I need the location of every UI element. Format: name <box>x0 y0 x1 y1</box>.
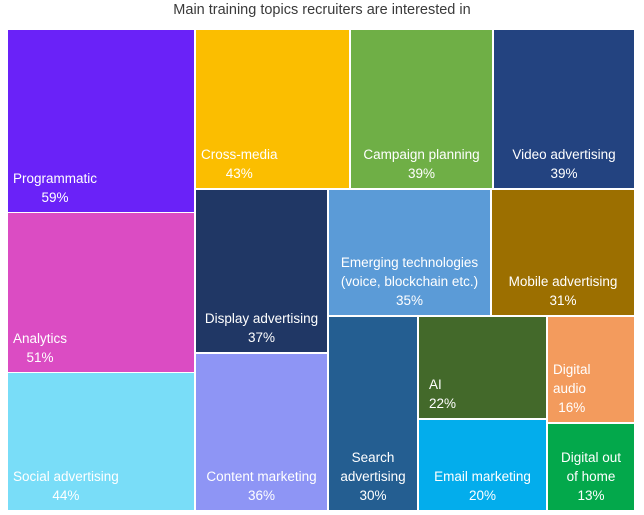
tile-label: Search advertising <box>340 450 406 484</box>
treemap-tile: Display advertising 37% <box>196 190 327 352</box>
tile-label: Digital audio <box>553 362 591 396</box>
tile-value: 20% <box>468 488 497 503</box>
treemap-tile: Programmatic 59% <box>8 30 194 212</box>
tile-label: Mobile advertising <box>508 274 618 289</box>
tile-label-group: Analytics 51% <box>13 329 67 367</box>
tile-value: 13% <box>577 488 605 503</box>
tile-value: 51% <box>26 350 54 365</box>
tile-label: Cross-media <box>201 147 278 162</box>
treemap-tile: AI 22% <box>419 317 546 418</box>
tile-value: 35% <box>395 293 424 308</box>
treemap-tile: Digital audio 16% <box>548 317 634 422</box>
treemap-tile: Email marketing 20% <box>419 420 546 510</box>
tile-label: Emerging technologies (voice, blockchain… <box>340 255 479 289</box>
tile-label: AI <box>429 377 442 392</box>
treemap-tile: Analytics 51% <box>8 213 194 372</box>
treemap-tile: Emerging technologies (voice, blockchain… <box>329 190 490 315</box>
tile-value: 37% <box>247 330 276 345</box>
tile-value: 22% <box>429 396 457 411</box>
tile-value: 39% <box>550 166 578 181</box>
tile-label: Email marketing <box>434 469 531 484</box>
tile-label-group: Cross-media 43% <box>201 145 278 183</box>
treemap-tile: Mobile advertising 31% <box>492 190 634 315</box>
tile-label-group: Digital audio 16% <box>553 360 591 417</box>
treemap-tile: Video advertising 39% <box>494 30 634 188</box>
tile-value: 43% <box>225 166 253 181</box>
tile-label-group: AI 22% <box>429 375 456 413</box>
tile-value: 36% <box>247 488 276 503</box>
tile-value: 30% <box>359 488 387 503</box>
treemap-tile: Cross-media 43% <box>196 30 349 188</box>
tile-label-group: Social advertising 44% <box>13 467 119 505</box>
tile-label: Video advertising <box>512 147 616 162</box>
tile-value: 16% <box>558 400 586 415</box>
tile-value: 39% <box>407 166 436 181</box>
treemap-tile: Campaign planning 39% <box>351 30 492 188</box>
tile-label: Social advertising <box>13 469 119 484</box>
chart-title: Main training topics recruiters are inte… <box>173 2 471 18</box>
treemap-tile: Social advertising 44% <box>8 373 194 510</box>
tile-label: Analytics <box>13 331 68 346</box>
tile-value: 31% <box>549 293 577 308</box>
treemap-tile: Search advertising 30% <box>329 317 417 510</box>
tile-label: Content marketing <box>206 469 317 484</box>
tile-label-group: Programmatic 59% <box>13 169 97 207</box>
tile-value: 59% <box>41 190 69 205</box>
tile-label: Digital out of home <box>560 450 622 484</box>
tile-label: Display advertising <box>204 311 319 326</box>
treemap-tile: Digital out of home 13% <box>548 424 634 510</box>
tile-label: Campaign planning <box>363 147 480 162</box>
treemap-tile: Content marketing 36% <box>196 354 327 510</box>
tile-value: 44% <box>52 488 80 503</box>
tile-label: Programmatic <box>13 171 98 186</box>
